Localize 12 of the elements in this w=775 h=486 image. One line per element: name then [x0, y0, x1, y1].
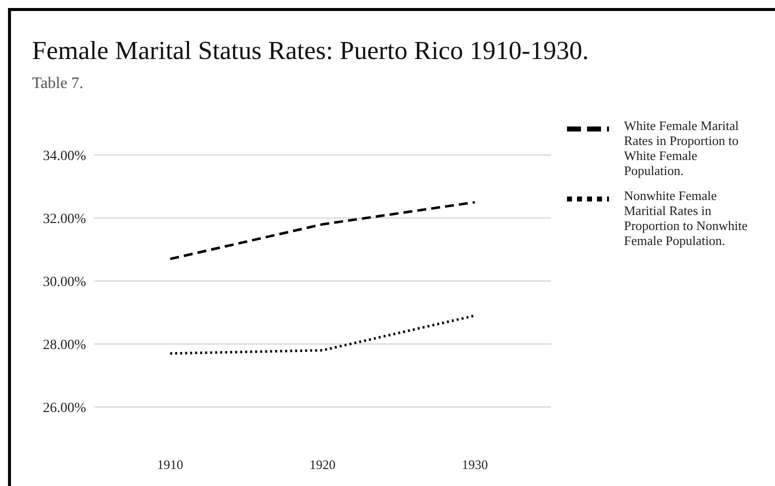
legend-label: Nonwhite Female Maritial Rates in Proportion to Nonwhite Female Population. — [624, 188, 748, 248]
y-tick-label: 34.00% — [42, 148, 86, 164]
y-tick-label: 32.00% — [42, 212, 86, 227]
chart-title: Female Marital Status Rates: Puerto Rico 1910-1930. — [32, 36, 589, 66]
y-tick-label: 30.00% — [42, 274, 86, 290]
y-tick-label: 26.00% — [42, 400, 86, 416]
x-tick-label: 1910 — [157, 457, 184, 472]
x-tick-label: 1930 — [462, 457, 488, 472]
chart-subtitle: Table 7. — [32, 75, 84, 93]
legend-label: White Female Marital Rates in Proportion to White Female Population. — [624, 118, 740, 178]
x-tick-label: 1920 — [310, 457, 336, 472]
y-tick-label: 28.00% — [42, 338, 86, 353]
